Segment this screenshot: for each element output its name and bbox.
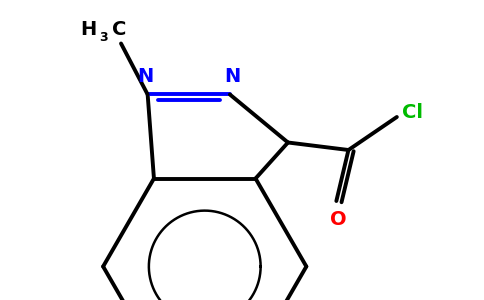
Text: O: O (331, 210, 347, 229)
Text: Cl: Cl (402, 103, 423, 122)
Text: N: N (137, 67, 153, 86)
Text: 3: 3 (99, 32, 108, 44)
Text: N: N (224, 67, 241, 86)
Text: C: C (112, 20, 127, 39)
Text: H: H (81, 20, 97, 39)
